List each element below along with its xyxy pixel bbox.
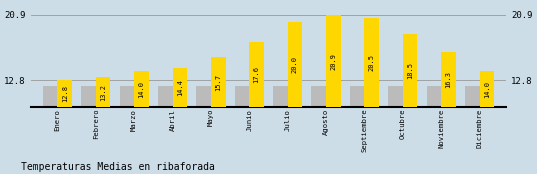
Bar: [465, 86, 480, 107]
Bar: [81, 86, 96, 107]
Text: 20.0: 20.0: [292, 56, 298, 73]
Bar: [426, 86, 441, 107]
Text: 20.9: 20.9: [330, 53, 336, 69]
Bar: [480, 71, 494, 107]
Text: 17.6: 17.6: [253, 66, 259, 83]
Bar: [365, 18, 379, 107]
Bar: [134, 71, 149, 107]
Bar: [96, 77, 111, 107]
Text: 15.7: 15.7: [215, 74, 221, 91]
Bar: [441, 52, 456, 107]
Bar: [158, 86, 172, 107]
Bar: [249, 42, 264, 107]
Bar: [120, 86, 134, 107]
Bar: [350, 86, 365, 107]
Bar: [326, 15, 340, 107]
Text: 14.0: 14.0: [139, 81, 144, 97]
Bar: [57, 81, 72, 107]
Bar: [235, 86, 249, 107]
Text: 12.8: 12.8: [62, 85, 68, 102]
Bar: [172, 68, 187, 107]
Bar: [388, 86, 403, 107]
Bar: [197, 86, 211, 107]
Bar: [311, 86, 326, 107]
Bar: [403, 34, 417, 107]
Text: 18.5: 18.5: [407, 62, 413, 79]
Text: 13.2: 13.2: [100, 84, 106, 101]
Text: 20.5: 20.5: [369, 54, 375, 71]
Text: Temperaturas Medias en ribaforada: Temperaturas Medias en ribaforada: [21, 162, 215, 172]
Text: 14.0: 14.0: [484, 81, 490, 97]
Bar: [273, 86, 288, 107]
Bar: [211, 57, 226, 107]
Bar: [288, 22, 302, 107]
Text: 16.3: 16.3: [446, 71, 452, 88]
Text: 14.4: 14.4: [177, 79, 183, 96]
Bar: [43, 86, 57, 107]
